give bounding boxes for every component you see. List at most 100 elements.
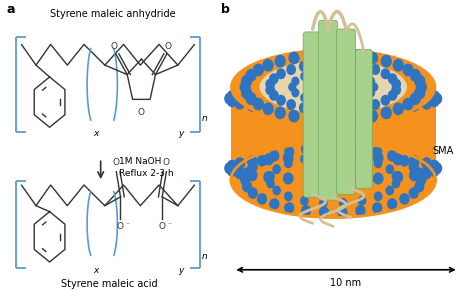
- Circle shape: [301, 205, 311, 216]
- Circle shape: [392, 102, 404, 115]
- Circle shape: [339, 152, 347, 162]
- Text: Reflux 2-3 h: Reflux 2-3 h: [119, 169, 174, 178]
- Circle shape: [292, 88, 300, 97]
- Circle shape: [265, 79, 275, 90]
- Circle shape: [429, 165, 440, 177]
- Circle shape: [305, 173, 316, 185]
- Circle shape: [421, 97, 432, 110]
- Circle shape: [387, 150, 397, 162]
- Circle shape: [263, 102, 274, 115]
- Circle shape: [373, 103, 383, 115]
- Circle shape: [351, 151, 362, 163]
- Circle shape: [242, 181, 252, 192]
- Circle shape: [371, 64, 380, 75]
- Circle shape: [227, 90, 237, 102]
- Circle shape: [416, 81, 427, 94]
- Circle shape: [247, 187, 258, 199]
- Text: ⁻: ⁻: [167, 220, 172, 229]
- Circle shape: [235, 157, 245, 169]
- Circle shape: [272, 186, 281, 195]
- Circle shape: [345, 96, 353, 106]
- Circle shape: [392, 178, 400, 189]
- Circle shape: [414, 87, 425, 99]
- FancyBboxPatch shape: [303, 32, 322, 197]
- Circle shape: [263, 153, 274, 165]
- Circle shape: [235, 88, 245, 100]
- Circle shape: [409, 161, 419, 173]
- Circle shape: [392, 153, 403, 165]
- Circle shape: [288, 82, 296, 92]
- Ellipse shape: [231, 49, 436, 125]
- Circle shape: [410, 92, 421, 105]
- Circle shape: [329, 67, 337, 77]
- Circle shape: [392, 171, 400, 181]
- Circle shape: [319, 198, 328, 208]
- Circle shape: [240, 174, 250, 186]
- Circle shape: [288, 110, 300, 123]
- Circle shape: [344, 59, 353, 70]
- Circle shape: [263, 84, 274, 96]
- Circle shape: [286, 64, 296, 75]
- Circle shape: [247, 86, 257, 98]
- Circle shape: [392, 102, 403, 114]
- Circle shape: [284, 146, 294, 157]
- Circle shape: [351, 81, 362, 94]
- Circle shape: [339, 198, 347, 208]
- Circle shape: [263, 102, 274, 114]
- Circle shape: [421, 157, 432, 169]
- Circle shape: [381, 55, 392, 67]
- FancyBboxPatch shape: [356, 49, 372, 189]
- Circle shape: [367, 110, 378, 123]
- Polygon shape: [231, 87, 436, 180]
- Circle shape: [235, 97, 245, 110]
- Text: y: y: [178, 266, 183, 275]
- Circle shape: [429, 95, 440, 107]
- Circle shape: [358, 196, 366, 206]
- Circle shape: [283, 152, 293, 164]
- Circle shape: [257, 193, 267, 205]
- Circle shape: [247, 161, 258, 173]
- Circle shape: [286, 99, 296, 110]
- Circle shape: [392, 171, 403, 183]
- Circle shape: [402, 64, 414, 76]
- Circle shape: [313, 68, 322, 78]
- Circle shape: [358, 72, 366, 81]
- Circle shape: [301, 143, 311, 155]
- Circle shape: [414, 167, 425, 179]
- Text: x: x: [93, 266, 98, 275]
- Circle shape: [371, 99, 380, 110]
- Circle shape: [351, 173, 362, 185]
- Circle shape: [358, 154, 366, 164]
- Circle shape: [414, 181, 425, 192]
- Circle shape: [303, 49, 315, 62]
- Circle shape: [272, 164, 281, 174]
- Circle shape: [399, 155, 410, 167]
- Circle shape: [336, 113, 347, 126]
- Circle shape: [421, 167, 432, 179]
- Circle shape: [227, 95, 237, 107]
- Text: Styrene maleic acid: Styrene maleic acid: [61, 279, 157, 289]
- Circle shape: [300, 196, 309, 206]
- Circle shape: [246, 92, 257, 105]
- Circle shape: [246, 69, 257, 82]
- Circle shape: [367, 88, 375, 97]
- Circle shape: [292, 77, 300, 86]
- Circle shape: [414, 75, 425, 87]
- Circle shape: [358, 61, 367, 72]
- Text: 10 nm: 10 nm: [330, 279, 362, 289]
- Circle shape: [227, 165, 237, 177]
- Ellipse shape: [231, 142, 436, 218]
- Circle shape: [305, 151, 316, 163]
- Circle shape: [227, 160, 237, 172]
- Text: a: a: [7, 3, 15, 16]
- Circle shape: [392, 84, 403, 96]
- Text: x: x: [93, 129, 98, 138]
- Circle shape: [328, 105, 338, 116]
- Circle shape: [399, 193, 410, 205]
- Circle shape: [319, 152, 328, 162]
- Circle shape: [276, 95, 286, 106]
- Text: n: n: [202, 114, 208, 123]
- Text: O: O: [117, 222, 124, 231]
- Circle shape: [367, 77, 375, 86]
- Circle shape: [381, 68, 390, 79]
